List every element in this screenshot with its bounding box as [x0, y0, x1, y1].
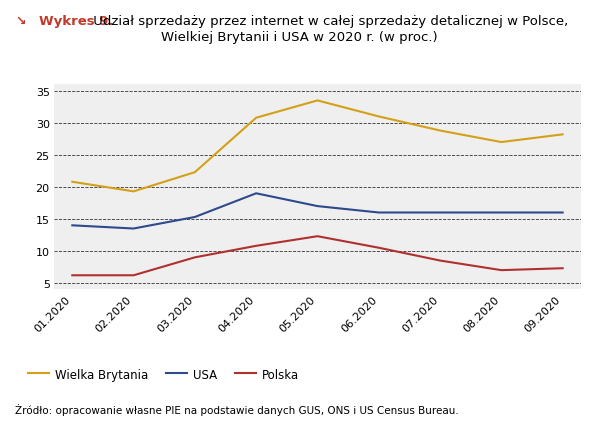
- Text: Wielkiej Brytanii i USA w 2020 r. (w proc.): Wielkiej Brytanii i USA w 2020 r. (w pro…: [161, 31, 438, 43]
- Legend: Wielka Brytania, USA, Polska: Wielka Brytania, USA, Polska: [23, 363, 304, 386]
- Text: Żródło: opracowanie własne PIE na podstawie danych GUS, ONS i US Census Bureau.: Żródło: opracowanie własne PIE na podsta…: [15, 403, 459, 415]
- Text: Wykres 9.: Wykres 9.: [39, 15, 113, 28]
- Text: ↘: ↘: [15, 15, 26, 28]
- Text: Udział sprzedaży przez internet w całej sprzedaży detalicznej w Polsce,: Udział sprzedaży przez internet w całej …: [89, 15, 568, 28]
